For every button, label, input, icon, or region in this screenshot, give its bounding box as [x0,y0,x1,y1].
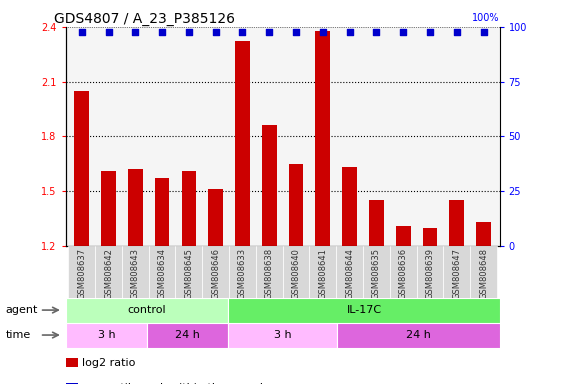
Bar [128,169,143,246]
Text: GSM808647: GSM808647 [452,248,461,300]
Bar [69,246,95,298]
Bar [369,200,384,246]
Bar [443,246,470,298]
Bar [417,246,443,298]
Text: log2 ratio: log2 ratio [82,358,135,368]
Bar [449,200,464,246]
Text: agent: agent [6,305,38,315]
Bar [175,246,202,298]
Bar [283,246,309,298]
Bar [101,171,116,246]
Point [452,29,461,35]
Point [318,29,327,35]
Bar [390,246,417,298]
Bar [66,323,147,348]
Text: 24 h: 24 h [406,330,431,340]
Bar [309,246,336,298]
Bar [148,246,175,298]
Text: control: control [128,305,166,315]
Point [158,29,167,35]
Bar [336,246,363,298]
Bar [256,246,283,298]
Point [479,29,488,35]
Bar [476,222,491,246]
Bar [147,323,228,348]
Point [238,29,247,35]
Bar [66,298,228,323]
Point [131,29,140,35]
Text: GSM808633: GSM808633 [238,248,247,300]
Text: GSM808638: GSM808638 [265,248,274,300]
Bar [423,227,437,246]
Bar [262,125,276,246]
Text: IL-17C: IL-17C [347,305,381,315]
Point [291,29,300,35]
Bar [363,246,390,298]
Bar [289,164,303,246]
Bar [337,323,500,348]
Text: GSM808635: GSM808635 [372,248,381,300]
Point [425,29,435,35]
Bar [95,246,122,298]
Bar [235,41,250,246]
Text: GSM808634: GSM808634 [158,248,167,300]
Text: GSM808636: GSM808636 [399,248,408,300]
Text: percentile rank within the sample: percentile rank within the sample [82,383,270,384]
Text: GDS4807 / A_23_P385126: GDS4807 / A_23_P385126 [54,12,235,25]
Bar [396,226,411,246]
Point [265,29,274,35]
Text: GSM808641: GSM808641 [318,248,327,299]
Text: 3 h: 3 h [98,330,115,340]
Text: time: time [6,330,31,340]
Text: GSM808640: GSM808640 [292,248,300,299]
Point [399,29,408,35]
Text: 100%: 100% [472,13,500,23]
Point [372,29,381,35]
Point [211,29,220,35]
Bar [122,246,148,298]
Point [77,29,86,35]
Text: 3 h: 3 h [274,330,291,340]
Bar [229,246,256,298]
Text: GSM808637: GSM808637 [77,248,86,300]
Point [104,29,113,35]
Text: GSM808646: GSM808646 [211,248,220,300]
Bar [182,171,196,246]
Text: 24 h: 24 h [175,330,200,340]
Point [345,29,354,35]
Point [184,29,194,35]
Bar [202,246,229,298]
Text: GSM808644: GSM808644 [345,248,354,299]
Text: GSM808642: GSM808642 [104,248,113,299]
Text: GSM808645: GSM808645 [184,248,194,299]
Bar [208,189,223,246]
Bar [342,167,357,246]
Bar [470,246,497,298]
Bar [155,178,170,246]
Bar [228,298,500,323]
Bar [74,91,89,246]
Text: GSM808643: GSM808643 [131,248,140,300]
Bar [228,323,337,348]
Text: GSM808639: GSM808639 [425,248,435,300]
Text: GSM808648: GSM808648 [479,248,488,300]
Bar [315,31,330,246]
